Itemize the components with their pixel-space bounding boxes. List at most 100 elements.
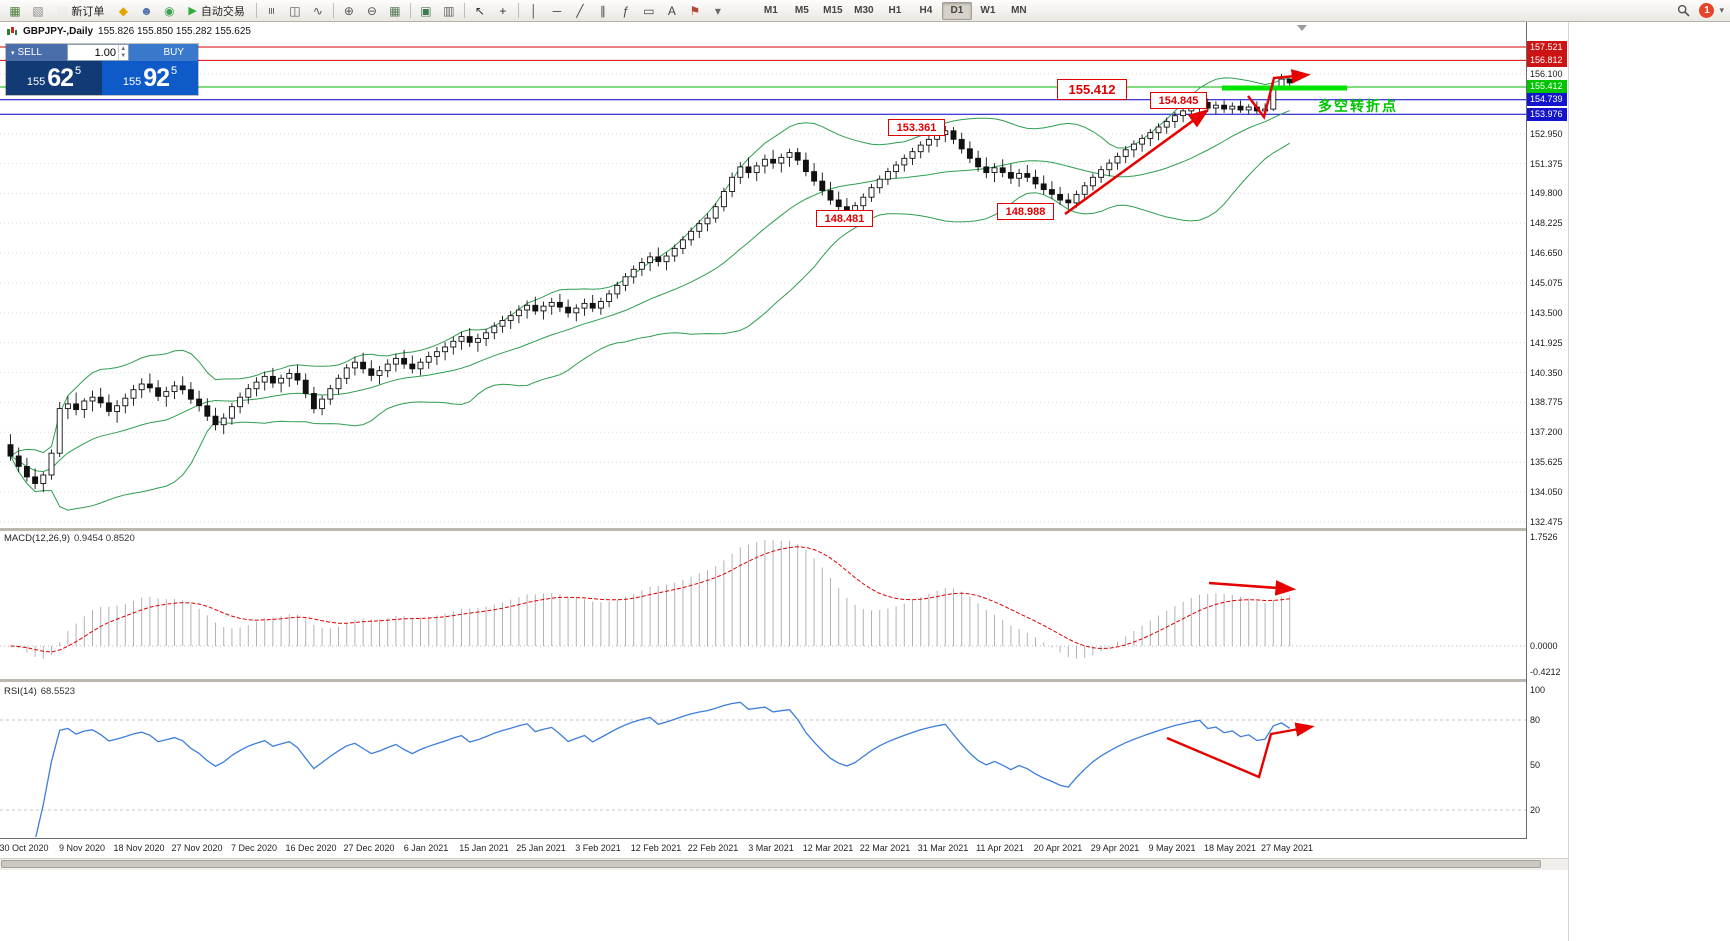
candle (884, 167, 891, 185)
chart-canvas[interactable] (0, 0, 1568, 870)
time-axis-label: 15 Jan 2021 (459, 843, 509, 853)
tools-dropdown-icon[interactable]: ▾ (714, 3, 721, 18)
trendline-tool-icon[interactable]: ╱ (576, 3, 584, 18)
buy-header[interactable]: BUY (128, 44, 198, 61)
timeframe-h1[interactable]: H1 (888, 5, 902, 16)
sell-button[interactable]: 155 62 5 (6, 61, 102, 95)
candle (220, 413, 227, 435)
candle (925, 135, 932, 153)
indicators-icon[interactable]: ▣ (420, 3, 432, 18)
cursor-icon[interactable]: ↖ (474, 3, 485, 18)
candle (351, 356, 358, 376)
new-chart-icon[interactable]: ▦ (9, 3, 21, 18)
candle (958, 132, 965, 154)
candle (89, 390, 96, 412)
chart-shift-marker (1297, 25, 1307, 31)
navigator-icon[interactable]: ☻ (140, 3, 153, 18)
timeframe-d1[interactable]: D1 (941, 1, 972, 20)
sell-price-big: 62 (47, 63, 74, 92)
bar-chart-icon[interactable]: ≡ (264, 6, 279, 15)
candle (532, 296, 539, 315)
candle (73, 392, 80, 416)
volume-field[interactable]: ▲▼ (66, 44, 129, 61)
crosshair-icon[interactable]: + (499, 3, 507, 18)
rsi-axis-label: 20 (1530, 805, 1541, 815)
time-axis-label: 20 Apr 2021 (1033, 843, 1083, 853)
candle (1221, 100, 1228, 113)
price-axis-label: 149.800 (1530, 188, 1563, 199)
candle (745, 157, 752, 179)
timeframe-m5[interactable]: M5 (794, 5, 809, 16)
candle (1065, 193, 1072, 209)
price-axis-label: 141.925 (1530, 337, 1563, 348)
line-chart-icon[interactable]: ∿ (312, 3, 323, 18)
candle (392, 353, 399, 372)
tile-windows-icon[interactable]: ▦ (389, 3, 401, 18)
timeframe-w1[interactable]: W1 (980, 5, 996, 16)
candle (376, 366, 383, 384)
timeframe-m15[interactable]: M15 (823, 5, 843, 16)
chart-profiles-icon[interactable]: ▧ (32, 3, 44, 18)
arrows-tool-icon[interactable]: ⚑ (689, 3, 701, 18)
price-axis-label: 151.375 (1530, 158, 1563, 169)
time-axis[interactable]: 30 Oct 2020 9 Nov 2020 18 Nov 2020 27 Nov 2… (0, 839, 1526, 857)
vertical-line-tool-icon[interactable]: │ (530, 3, 538, 18)
volume-input[interactable] (67, 45, 118, 60)
timeframe-m1[interactable]: M1 (763, 5, 778, 16)
candle (499, 315, 506, 333)
volume-stepper[interactable]: ▲ ▼ (117, 45, 128, 60)
new-order-button[interactable]: ▤ 新订单 (50, 1, 111, 21)
timeframe-h4[interactable]: H4 (919, 5, 933, 16)
candle (991, 163, 998, 182)
candle (155, 380, 162, 401)
toolbar-separator (332, 3, 334, 18)
candle (950, 127, 957, 145)
panel-collapse-icon[interactable]: ▾ (11, 49, 15, 57)
price-axis-label: 132.475 (1530, 516, 1563, 527)
sell-header[interactable]: ▾ SELL (6, 44, 67, 61)
notification-badge[interactable]: 1 (1699, 3, 1715, 18)
horizontal-line-tool-icon[interactable]: ─ (552, 3, 562, 18)
candle (507, 311, 514, 329)
toolbar-overflow-icon[interactable]: ▾ (1719, 5, 1724, 15)
candle (474, 333, 481, 352)
shapes-tool-icon[interactable]: ▭ (643, 3, 655, 18)
time-axis-label: 18 Nov 2020 (113, 843, 165, 853)
price-line-label: 157.521 (1527, 40, 1567, 54)
buy-button[interactable]: 155 92 5 (102, 61, 198, 95)
horizontal-scrollbar[interactable] (0, 858, 1568, 870)
candle (663, 252, 670, 271)
candle (97, 387, 104, 408)
candle (573, 304, 580, 322)
scrollbar-thumb[interactable] (1, 860, 1541, 868)
candle (860, 193, 867, 211)
auto-trading-button[interactable]: ▶ 自动交易 (181, 1, 251, 21)
candle (827, 182, 834, 205)
text-tool-icon[interactable]: A (667, 3, 676, 18)
candle (179, 376, 186, 395)
candlestick-chart-icon[interactable]: ◫ (289, 3, 301, 18)
templates-icon[interactable]: ▥ (443, 3, 455, 18)
terminal-icon[interactable]: ◉ (164, 3, 175, 18)
candle (696, 220, 703, 238)
timeframe-mn[interactable]: MN (1011, 5, 1027, 16)
zoom-in-icon[interactable]: ⊕ (343, 3, 354, 18)
rsi-value: 68.5523 (40, 686, 76, 697)
fibonacci-tool-icon[interactable]: ƒ (622, 3, 630, 18)
candle (401, 349, 408, 369)
toolbar-separator (517, 3, 519, 18)
volume-down-icon[interactable]: ▼ (120, 53, 127, 60)
search-icon[interactable] (1672, 1, 1694, 21)
price-axis[interactable]: 156.100 152.950 151.375 149.800 148.225 146.6… (1527, 22, 1568, 869)
candle (778, 153, 785, 173)
market-watch-icon[interactable]: ◆ (118, 3, 129, 18)
candle (204, 398, 211, 421)
candle (1171, 111, 1178, 128)
zoom-out-icon[interactable]: ⊖ (366, 3, 377, 18)
time-axis-label: 30 Oct 2020 (0, 843, 49, 853)
volume-up-icon[interactable]: ▲ (120, 45, 127, 52)
price-line-label: 155.412 (1527, 80, 1567, 94)
candle (368, 360, 375, 382)
timeframe-m30[interactable]: M30 (854, 5, 874, 16)
channel-tool-icon[interactable]: ∥ (599, 3, 606, 18)
